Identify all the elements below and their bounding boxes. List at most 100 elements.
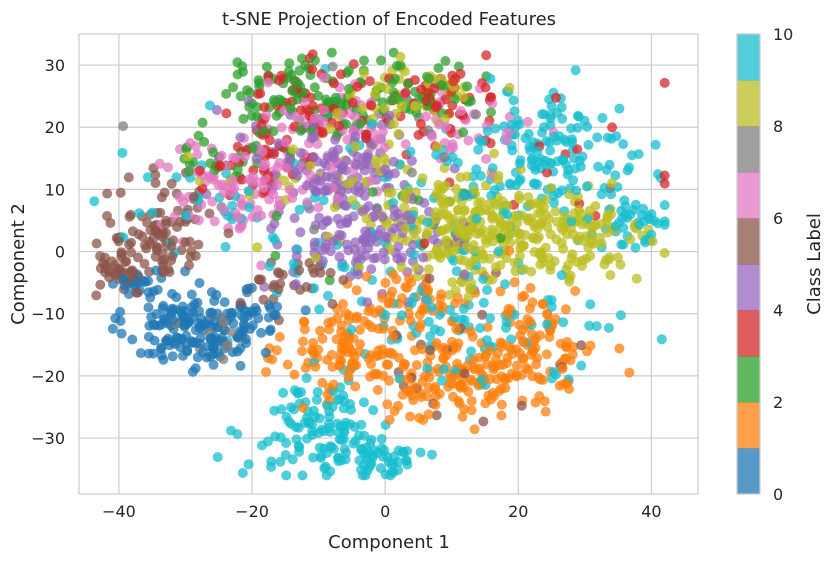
scatter-point-class-9 xyxy=(548,191,559,201)
scatter-point-class-1 xyxy=(374,305,385,316)
scatter-point-class-5 xyxy=(124,211,135,222)
scatter-point-class-9 xyxy=(358,447,369,458)
scatter-point-class-1 xyxy=(445,378,456,389)
scatter-point-class-9 xyxy=(89,196,100,207)
scatter-point-class-1 xyxy=(514,319,525,330)
scatter-point-class-8 xyxy=(461,241,472,252)
scatter-point-class-6 xyxy=(207,196,218,207)
scatter-point-class-9 xyxy=(402,446,413,456)
scatter-point-class-9 xyxy=(243,186,254,196)
scatter-point-class-1 xyxy=(366,359,377,370)
scatter-point-class-8 xyxy=(347,195,358,206)
scatter-point-class-9 xyxy=(307,426,318,437)
scatter-point-class-8 xyxy=(450,285,461,296)
scatter-point-class-8 xyxy=(350,141,361,152)
scatter-point-class-8 xyxy=(577,219,588,230)
y-tick-label: 20 xyxy=(45,118,65,137)
scatter-point-class-5 xyxy=(100,260,111,271)
scatter-point-class-4 xyxy=(361,152,372,163)
scatter-point-class-6 xyxy=(276,122,287,133)
scatter-point-class-3 xyxy=(607,122,618,133)
colorbar-tick-label: 0 xyxy=(773,485,783,504)
scatter-point-class-8 xyxy=(430,207,441,218)
scatter-point-class-2 xyxy=(458,127,469,138)
scatter-point-class-9 xyxy=(656,334,667,345)
scatter-point-class-1 xyxy=(537,298,548,309)
scatter-point-class-8 xyxy=(460,231,471,242)
scatter-point-class-1 xyxy=(457,411,468,422)
scatter-point-class-0 xyxy=(159,314,170,325)
scatter-point-class-9 xyxy=(422,363,433,374)
scatter-point-class-9 xyxy=(291,434,302,445)
scatter-point-class-1 xyxy=(431,390,442,401)
colorbar-tick-label: 6 xyxy=(773,209,783,228)
scatter-point-class-8 xyxy=(444,213,455,224)
scatter-point-class-9 xyxy=(610,221,621,232)
scatter-point-class-2 xyxy=(359,55,369,66)
scatter-point-class-9 xyxy=(514,119,524,130)
scatter-point-class-1 xyxy=(402,374,413,385)
scatter-point-class-1 xyxy=(500,373,510,384)
scatter-point-class-8 xyxy=(500,225,511,236)
scatter-point-class-4 xyxy=(273,138,284,149)
scatter-point-class-5 xyxy=(193,239,204,250)
x-axis-label: Component 1 xyxy=(328,532,450,553)
scatter-point-class-9 xyxy=(212,452,223,463)
scatter-point-class-3 xyxy=(659,178,670,189)
scatter-point-class-9 xyxy=(327,401,338,412)
scatter-point-class-4 xyxy=(266,223,277,234)
scatter-point-class-5 xyxy=(113,236,124,247)
scatter-point-class-9 xyxy=(386,467,397,478)
scatter-point-class-0 xyxy=(187,337,198,348)
scatter-point-class-1 xyxy=(454,398,465,409)
scatter-point-class-4 xyxy=(314,212,325,223)
scatter-point-class-0 xyxy=(207,349,218,359)
scatter-point-class-9 xyxy=(409,249,420,260)
scatter-point-class-5 xyxy=(160,219,171,230)
scatter-point-class-1 xyxy=(309,348,320,359)
scatter-point-class-6 xyxy=(305,169,315,180)
scatter-point-class-3 xyxy=(542,167,552,178)
scatter-point-class-2 xyxy=(237,61,248,72)
colorbar-segment xyxy=(737,448,760,495)
scatter-point-class-3 xyxy=(259,102,270,113)
scatter-point-class-9 xyxy=(449,312,460,323)
scatter-point-class-1 xyxy=(452,358,463,369)
scatter-point-class-2 xyxy=(295,125,306,136)
scatter-point-class-9 xyxy=(294,204,305,215)
scatter-point-class-2 xyxy=(344,83,354,94)
scatter-point-class-5 xyxy=(576,340,587,351)
scatter-point-class-6 xyxy=(272,179,283,190)
scatter-point-class-9 xyxy=(532,146,543,157)
scatter-point-class-7 xyxy=(218,316,229,327)
scatter-point-class-1 xyxy=(368,368,379,379)
scatter-point-class-6 xyxy=(400,139,411,150)
scatter-point-class-1 xyxy=(540,406,551,417)
scatter-point-class-9 xyxy=(585,299,596,310)
scatter-point-class-6 xyxy=(290,111,301,122)
scatter-point-class-2 xyxy=(270,250,281,261)
scatter-point-class-2 xyxy=(271,210,282,221)
scatter-point-class-5 xyxy=(338,275,349,286)
scatter-point-class-1 xyxy=(507,349,518,360)
scatter-point-class-8 xyxy=(389,233,400,243)
scatter-point-class-9 xyxy=(243,459,254,470)
scatter-point-class-0 xyxy=(200,320,211,331)
scatter-point-class-7 xyxy=(439,152,450,163)
scatter-point-class-9 xyxy=(346,324,357,335)
scatter-point-class-8 xyxy=(541,210,552,221)
scatter-point-class-1 xyxy=(372,385,383,395)
scatter-point-class-2 xyxy=(367,187,378,197)
scatter-point-class-9 xyxy=(525,145,536,156)
scatter-point-class-1 xyxy=(515,330,526,341)
scatter-point-class-8 xyxy=(310,252,321,263)
scatter-point-class-2 xyxy=(313,90,324,101)
scatter-point-class-8 xyxy=(647,236,658,247)
scatter-point-class-1 xyxy=(423,382,434,393)
scatter-point-class-8 xyxy=(480,234,491,245)
scatter-point-class-4 xyxy=(336,230,347,241)
scatter-point-class-9 xyxy=(267,232,278,243)
scatter-point-class-8 xyxy=(381,83,392,94)
scatter-point-class-1 xyxy=(504,245,515,256)
scatter-point-class-2 xyxy=(355,118,366,129)
